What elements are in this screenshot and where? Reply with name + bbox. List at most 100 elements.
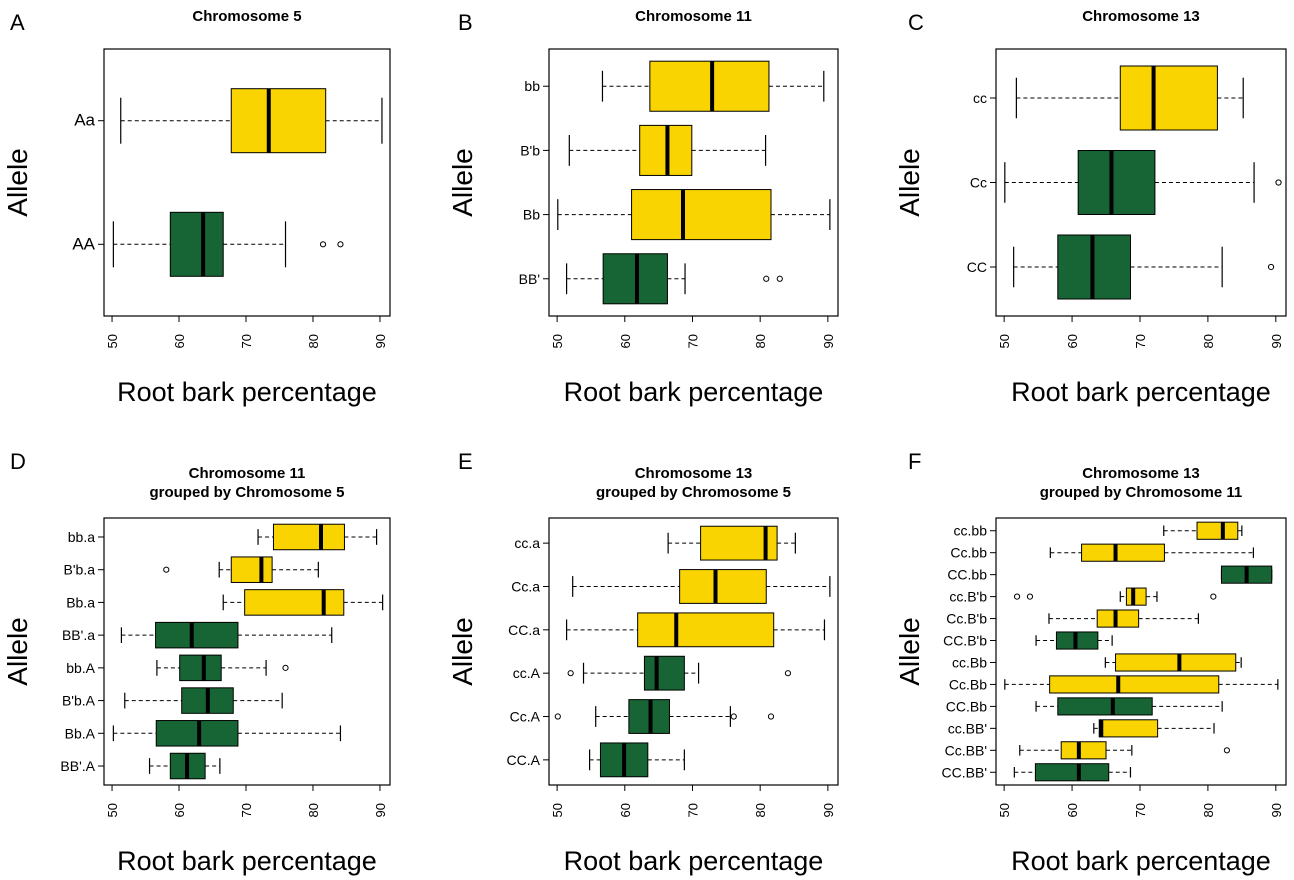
x-axis-label: Root bark percentage (1011, 377, 1271, 407)
box-green (1057, 697, 1153, 716)
panel-f: F Chromosome 13 grouped by Chromosome 11 Al… (894, 449, 1287, 876)
y-tick-label: CC.BB' (942, 764, 987, 780)
x-tick-label: 70 (1133, 334, 1148, 348)
chart-title: grouped by Chromosome 5 (596, 484, 791, 501)
panel-e: E Chromosome 13 grouped by Chromosome 5 All… (447, 449, 839, 876)
outlier-point (763, 275, 770, 282)
y-axis-label: Allele (447, 148, 478, 216)
x-tick-label: 60 (618, 334, 633, 348)
x-tick-label: 90 (373, 334, 388, 348)
x-tick-label: 90 (373, 803, 388, 817)
y-tick-label: Cc (970, 175, 987, 191)
y-tick-label: Bb.a (66, 594, 95, 610)
y-tick-label: B'b.a (64, 562, 96, 578)
panel-b: B Chromosome 11 Allele Root bark percentage… (447, 8, 839, 407)
y-tick-label: Cc.Bb (949, 676, 987, 692)
x-tick-label: 80 (306, 334, 321, 348)
x-tick-label: 50 (105, 803, 120, 817)
box-yellow (1196, 521, 1239, 540)
x-tick-label: 50 (105, 334, 120, 348)
chart-title: grouped by Chromosome 5 (149, 484, 344, 501)
y-tick-label: Cc.A (510, 709, 541, 725)
y-tick-label: BB'.A (60, 758, 95, 774)
box-yellow (637, 612, 775, 648)
panel-label: A (10, 10, 25, 35)
outlier-point (1026, 593, 1034, 600)
x-tick-label: 50 (550, 803, 565, 817)
y-tick-label: Cc.a (511, 578, 540, 594)
x-tick-label: 50 (550, 334, 565, 348)
box-yellow (1060, 741, 1107, 760)
x-tick-label: 70 (685, 334, 700, 348)
panel-label: F (908, 449, 921, 474)
x-axis-label: Root bark percentage (117, 377, 377, 407)
x-tick-label: 80 (1201, 334, 1216, 348)
y-tick-label: cc (973, 90, 987, 106)
y-axis-label: Allele (894, 148, 925, 216)
outlier-point (776, 275, 783, 282)
y-axis-label: Allele (894, 617, 925, 685)
y-tick-label: BB'.a (62, 627, 95, 643)
plot-frame (103, 48, 391, 317)
outlier-point (163, 566, 170, 573)
panel-c: C Chromosome 13 Allele Root bark percentage… (894, 8, 1287, 407)
y-tick-label: Bb (523, 207, 540, 223)
x-tick-label: 70 (685, 803, 700, 817)
x-tick-label: 60 (172, 803, 187, 817)
box-green (155, 720, 239, 747)
chart-title: Chromosome 5 (192, 8, 301, 25)
y-tick-label: Cc.B'b (946, 611, 987, 627)
outlier-point (282, 664, 289, 671)
x-tick-label: 60 (1065, 803, 1080, 817)
box-yellow (230, 556, 273, 583)
x-axis-label: Root bark percentage (117, 846, 377, 876)
box-green (179, 654, 222, 682)
y-tick-label: Aa (74, 111, 95, 130)
x-tick-label: 80 (753, 334, 768, 348)
x-axis-label: Root bark percentage (564, 377, 824, 407)
outlier-point (1275, 179, 1282, 186)
y-tick-label: AA (72, 234, 95, 253)
box-yellow (1098, 719, 1159, 738)
outlier-point (554, 713, 561, 720)
box-green (169, 211, 224, 277)
y-tick-label: bb (524, 78, 540, 94)
y-tick-label: cc.a (514, 535, 540, 551)
y-tick-label: cc.B'b (949, 589, 987, 605)
panel-label: E (458, 449, 473, 474)
x-tick-label: 50 (997, 334, 1012, 348)
x-tick-label: 70 (239, 334, 254, 348)
box-yellow (230, 88, 327, 154)
panel-label: B (458, 10, 473, 35)
outlier-point (567, 670, 574, 677)
y-tick-label: Cc.BB' (945, 742, 987, 758)
y-tick-label: CC (967, 259, 987, 275)
plot-frame (548, 517, 839, 786)
x-tick-label: 80 (753, 803, 768, 817)
panel-label: D (10, 449, 26, 474)
panel-label: C (908, 10, 924, 35)
x-tick-label: 90 (1269, 803, 1284, 817)
panel-d: D Chromosome 11 grouped by Chromosome 5 All… (2, 449, 391, 876)
y-tick-label: cc.Bb (952, 654, 987, 670)
outlier-point (1210, 593, 1217, 600)
box-green (1034, 763, 1110, 782)
y-tick-label: BB' (519, 271, 540, 287)
outlier-point (1013, 593, 1021, 600)
y-tick-label: CC.A (507, 752, 541, 768)
y-axis-label: Allele (2, 148, 33, 216)
plot-frame (103, 517, 391, 786)
y-tick-label: B'b (520, 142, 540, 158)
y-tick-label: bb.A (66, 660, 95, 676)
box-yellow (631, 189, 772, 241)
x-tick-label: 70 (1133, 803, 1148, 817)
x-tick-label: 50 (997, 803, 1012, 817)
outlier-point (784, 670, 792, 677)
chart-title: grouped by Chromosome 11 (1040, 484, 1243, 501)
y-tick-label: bb.a (68, 529, 95, 545)
y-axis-label: Allele (447, 617, 478, 685)
box-yellow (1115, 653, 1237, 672)
x-axis-label: Root bark percentage (1011, 846, 1271, 876)
y-axis-label: Allele (2, 617, 33, 685)
outlier-point (730, 713, 737, 720)
